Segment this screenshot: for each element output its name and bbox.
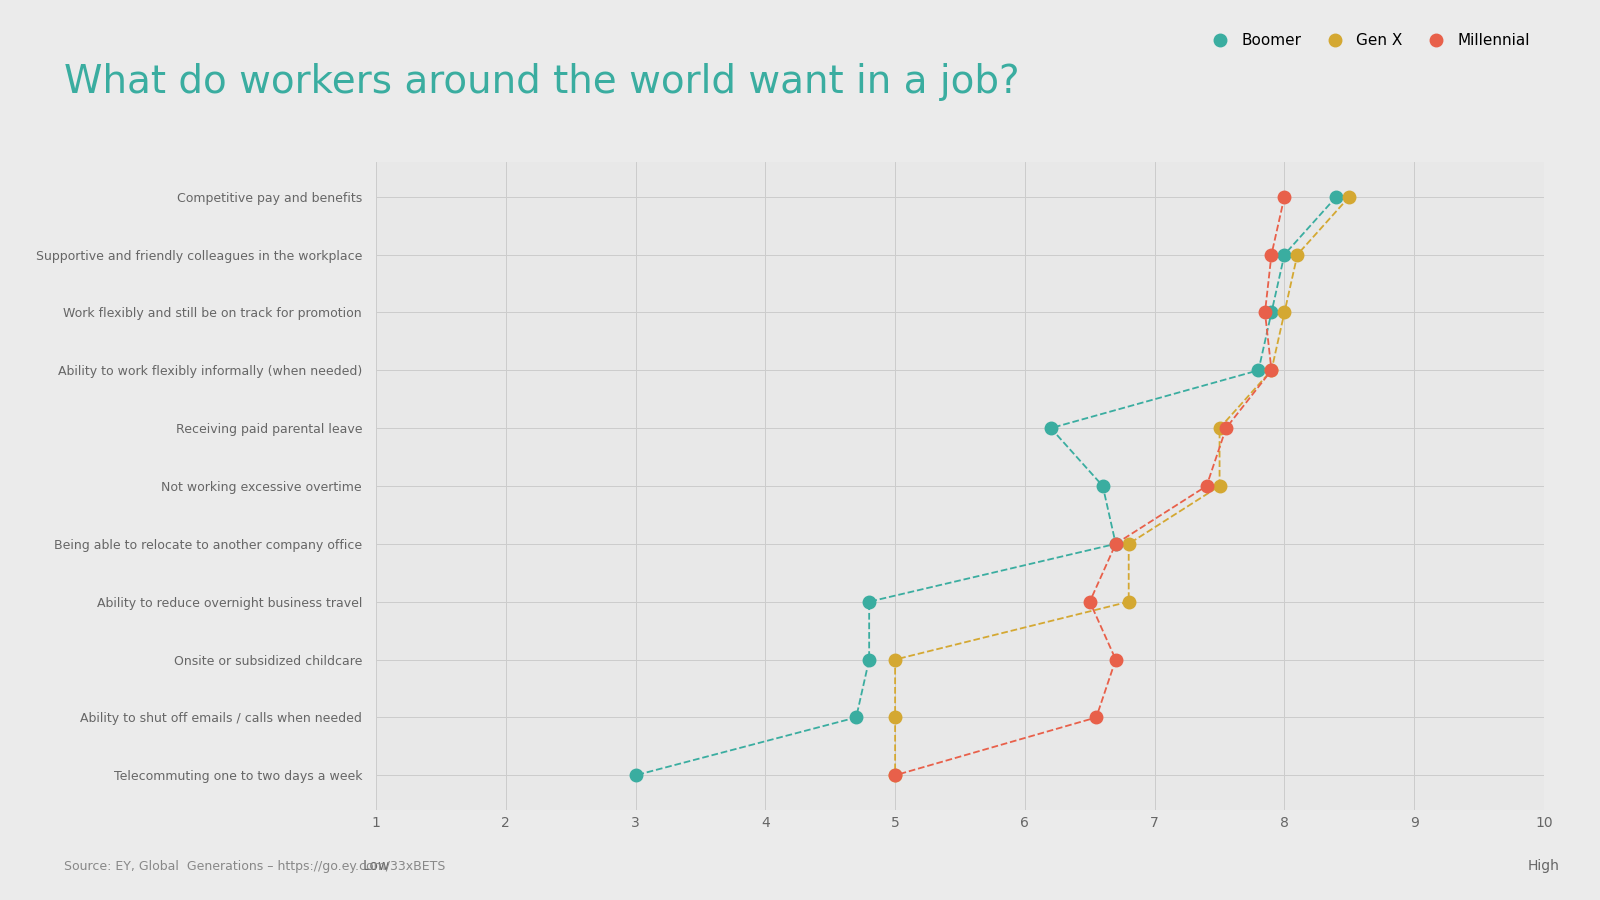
Text: What do workers around the world want in a job?: What do workers around the world want in… (64, 63, 1019, 101)
Gen X (1210, 423, 1229, 434)
Gen X (1118, 597, 1138, 608)
Boomer (1262, 307, 1282, 318)
Millennial (1256, 307, 1275, 318)
Millennial (885, 770, 904, 780)
Gen X (1210, 481, 1229, 491)
Millennial (1262, 364, 1282, 375)
Text: Source: EY, Global  Generations – https://go.ey.com/33xBETS: Source: EY, Global Generations – https:/… (64, 860, 445, 873)
Boomer (1093, 481, 1112, 491)
Line: Gen X: Gen X (890, 191, 1355, 781)
Boomer (626, 770, 645, 780)
Boomer (1042, 423, 1061, 434)
Gen X (1262, 364, 1282, 375)
Boomer (1326, 192, 1346, 202)
Boomer (1250, 364, 1269, 375)
Boomer (859, 654, 878, 665)
Boomer (1106, 538, 1125, 549)
Line: Millennial: Millennial (890, 191, 1291, 781)
Gen X (1288, 249, 1307, 260)
Gen X (1275, 307, 1294, 318)
Millennial (1262, 249, 1282, 260)
Millennial (1275, 192, 1294, 202)
Millennial (1197, 481, 1216, 491)
Text: Low: Low (362, 859, 390, 873)
Boomer (846, 712, 866, 723)
Legend: Boomer, Gen X, Millennial: Boomer, Gen X, Millennial (1198, 27, 1536, 54)
Text: High: High (1528, 859, 1560, 873)
Millennial (1106, 538, 1125, 549)
Millennial (1086, 712, 1106, 723)
Boomer (859, 597, 878, 608)
Millennial (1216, 423, 1235, 434)
Boomer (1275, 249, 1294, 260)
Gen X (885, 712, 904, 723)
Gen X (885, 654, 904, 665)
Gen X (885, 770, 904, 780)
Gen X (1339, 192, 1358, 202)
Millennial (1080, 597, 1099, 608)
Millennial (1106, 654, 1125, 665)
Line: Boomer: Boomer (629, 191, 1342, 781)
Gen X (1118, 538, 1138, 549)
